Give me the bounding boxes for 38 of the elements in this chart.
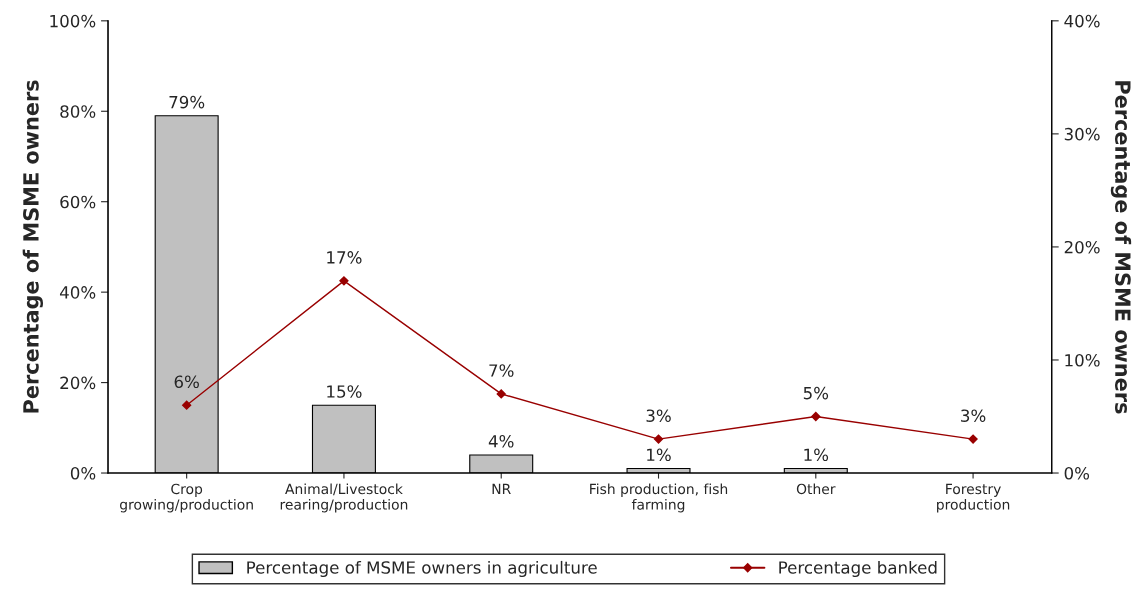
y2-tick-label: 20%	[1064, 240, 1100, 254]
y-tick-label: 80%	[60, 105, 96, 118]
data-label: 7%	[489, 364, 514, 377]
x-tick-label: NR	[492, 483, 511, 494]
data-label: 6%	[174, 375, 199, 389]
y2-tick-label: 30%	[1064, 127, 1100, 141]
point	[182, 400, 192, 410]
data-label: 3%	[961, 409, 986, 422]
y-axis-title: Percentage of MSME owners	[22, 80, 44, 413]
point	[968, 434, 978, 444]
x-tick-label: Other	[796, 483, 836, 495]
y-tick-label: 0%	[70, 466, 96, 480]
y2-tick-label: 40%	[1064, 14, 1100, 28]
data-label: 79%	[169, 95, 205, 109]
point	[339, 276, 349, 286]
y-tick-label: 100%	[50, 14, 96, 28]
y2-tick-label: 0%	[1064, 466, 1090, 480]
x-tick-label: Crop growing/production	[120, 483, 253, 513]
data-label: 4%	[488, 434, 514, 448]
y-tick-label: 40%	[59, 286, 96, 299]
point	[496, 389, 506, 399]
y2-tick-label: 10%	[1065, 353, 1100, 367]
y-tick-label: 20%	[60, 376, 96, 390]
point	[653, 434, 664, 444]
data-label: 5%	[803, 386, 829, 400]
data-label: 15%	[327, 385, 362, 398]
x-tick-label: Fish production, fish farming	[590, 483, 728, 513]
data-label: 17%	[327, 251, 362, 264]
data-label: 1%	[804, 448, 829, 462]
point	[811, 411, 821, 422]
y2-axis-title: Percentage of MSME owners	[1110, 81, 1132, 414]
data-label: 3%	[646, 409, 671, 422]
data-label: 1%	[647, 448, 671, 462]
x-tick-label: Forestry production	[937, 483, 1010, 513]
legend-label: Percentage banked	[779, 560, 937, 578]
x-tick-label: Animal/Livestock rearing/production	[280, 483, 408, 513]
y-tick-label: 60%	[60, 195, 96, 209]
legend-label: Percentage of MSME owners in agriculture	[247, 560, 597, 578]
